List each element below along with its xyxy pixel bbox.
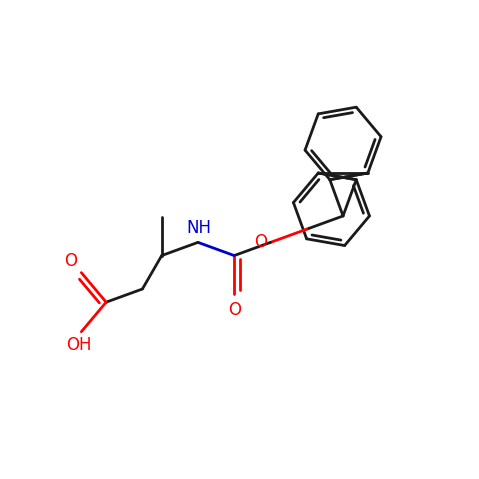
Text: O: O — [228, 301, 241, 319]
Text: NH: NH — [186, 219, 211, 237]
Text: O: O — [254, 233, 267, 251]
Text: O: O — [64, 252, 77, 270]
Text: OH: OH — [66, 335, 92, 354]
